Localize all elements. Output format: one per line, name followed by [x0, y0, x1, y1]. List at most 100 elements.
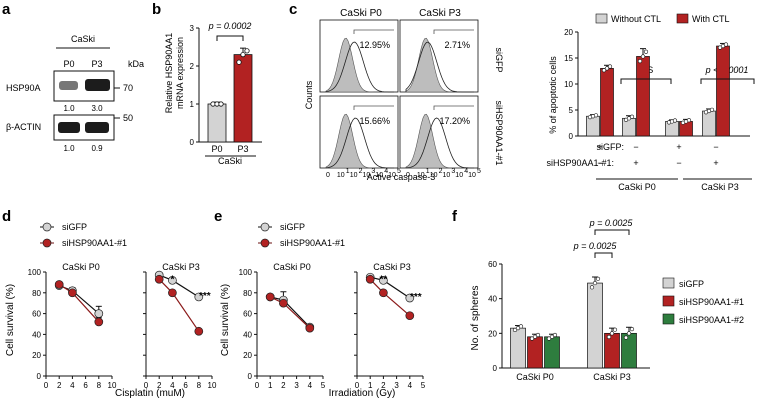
d-xtick-label-1-0: 0	[144, 381, 149, 390]
flow-xtick-3-0: 0	[406, 172, 410, 179]
c-ytick-label-3: 15	[564, 54, 573, 63]
marker-50: 50	[123, 113, 133, 123]
flow-xlabel: Active caspase-3	[367, 172, 436, 182]
b-bar-P3	[233, 54, 253, 143]
blot-name-hsp90a: HSP90A	[6, 83, 41, 93]
flow-xtick-exp-2-1: 1	[346, 168, 350, 175]
band-hsp90a-p3	[85, 79, 110, 91]
e-xtick-label-0-5: 5	[321, 381, 326, 390]
c-bracket-p	[700, 78, 755, 84]
d-ytick-label-4: 80	[32, 289, 41, 298]
flow-xtick-3-2: 10	[430, 172, 438, 179]
b-xtick-P0: P0	[211, 144, 222, 154]
flow-percent-1: 2.71%	[444, 40, 470, 50]
panel-label-c: c	[289, 1, 297, 18]
flow-gate-2	[353, 105, 394, 110]
b-ytick-label-0: 0	[190, 138, 195, 147]
d-title-p3: CaSki P3	[162, 262, 200, 272]
panel-b: b Relative HSP90AA1 mRNA expression p = …	[152, 1, 262, 166]
flow-gate-0	[353, 29, 394, 34]
b-point-1-2	[244, 48, 250, 54]
b-point-0-2	[218, 101, 224, 107]
quant-actin-p0: 1.0	[63, 144, 75, 153]
d-point-0-0-2	[94, 309, 104, 318]
c-sign-0-0: +	[597, 142, 602, 152]
f-ytick-label-0: 0	[493, 364, 498, 373]
d-legend-marker-0	[42, 222, 52, 232]
flow-col-title-p0: CaSki P0	[340, 8, 382, 19]
flow-histogram-line-2	[325, 117, 394, 169]
b-point-1-0	[236, 59, 242, 65]
d-point-0-1-2	[94, 317, 104, 327]
c-legend-swatch-1	[676, 13, 689, 24]
d-point-1-1-1	[168, 288, 177, 298]
flow-histogram-filled-3	[405, 113, 474, 169]
c-sign-1-3: +	[713, 158, 718, 168]
flow-panel-3	[399, 95, 479, 169]
panel-a: a CaSki P0 P3 kDa HSP90A 70 1.0 3.0 β-AC…	[2, 1, 144, 153]
c-point-1-0-2	[607, 64, 613, 69]
c-ylabel: % of apoptotic cells	[548, 56, 558, 134]
flow-xtick-2-3: 10	[363, 172, 371, 179]
f-point-1-0-1	[532, 334, 538, 339]
f-legend-swatch-1	[662, 295, 675, 307]
flow-xtick-exp-2-3: 3	[371, 168, 375, 175]
c-sign-0-2: +	[676, 142, 681, 152]
flow-xtick-exp-3-1: 1	[426, 168, 430, 175]
flow-xtick-exp-3-3: 3	[451, 168, 455, 175]
flow-xtick-3-5: 10	[468, 172, 476, 179]
f-ylabel: No. of spheres	[470, 285, 481, 350]
f-legend-label-1: siHSP90AA1-#1	[679, 297, 744, 307]
f-annot-mid: p = 0.0025	[573, 241, 618, 251]
d-point-1-1-0	[154, 274, 164, 284]
f-point-2-0-2	[552, 332, 558, 338]
d-point-0-1-0	[54, 280, 64, 289]
flow-panel-0	[319, 19, 399, 93]
c-sign-0-3: −	[713, 142, 718, 152]
e-xtick-label-1-4: 4	[408, 381, 413, 390]
f-point-0-1-0	[589, 285, 595, 290]
flow-row-label-sigfp: siGFP	[494, 47, 504, 72]
f-point-1-0-0	[529, 336, 535, 341]
flow-xtick-exp-3-5: 5	[477, 168, 481, 175]
e-point-1-1-1	[379, 288, 388, 298]
b-ytick-label-1: 1	[190, 100, 195, 109]
e-point-1-1-0	[365, 274, 375, 284]
c-row-label-sigfp: siGFP:	[596, 142, 624, 152]
c-point-0-2-2	[672, 118, 678, 123]
d-xtick-label-0-3: 6	[83, 381, 88, 390]
d-xtick-label-1-4: 8	[197, 381, 202, 390]
d-xlabel: Cisplatin (muM)	[115, 388, 185, 399]
f-point-1-1-0	[606, 334, 612, 340]
e-line-1-0	[370, 276, 411, 299]
flow-xtick-exp-3-4: 4	[464, 168, 468, 175]
e-xtick-label-1-2: 2	[381, 381, 386, 390]
e-ytick-label-1: 20	[243, 351, 252, 360]
quant-hsp90a-p0: 1.0	[63, 104, 75, 113]
b-ylabel-line1: Relative HSP90AA1	[164, 33, 174, 114]
panel-label-a: a	[2, 1, 11, 18]
flow-xtick-exp-2-4: 4	[384, 168, 388, 175]
panel-f: f No. of spheres CaSki P0 CaSki P3 p = 0…	[452, 208, 744, 382]
c-bar-1-0	[600, 68, 614, 137]
e-ytick-label-3: 60	[243, 310, 252, 319]
flow-percent-3: 17.20%	[439, 116, 470, 126]
panel-label-f: f	[452, 208, 458, 225]
f-point-2-1-0	[623, 335, 629, 340]
f-point-0-0-1	[515, 326, 521, 331]
f-point-0-1-2	[595, 276, 601, 281]
panel-c-bar: % of apoptotic cells siGFP: siHSP90AA1-#…	[546, 13, 755, 192]
f-point-2-0-0	[546, 336, 552, 341]
d-ytick-label-0: 0	[37, 372, 42, 381]
b-ytick-label-2: 2	[190, 62, 195, 71]
e-xtick-label-0-1: 1	[268, 381, 273, 390]
c-ytick-label-4: 20	[564, 28, 573, 37]
e-ytick-label-4: 80	[243, 289, 252, 298]
flow-xtick-3-3: 10	[443, 172, 451, 179]
d-line-1-1	[158, 278, 200, 332]
d-ytick-label-5: 100	[28, 268, 42, 277]
d-ytick-label-2: 40	[32, 330, 41, 339]
e-point-1-1-2	[405, 311, 415, 321]
e-star-1-1: ***	[410, 292, 422, 303]
d-ytick-label-3: 60	[32, 310, 41, 319]
